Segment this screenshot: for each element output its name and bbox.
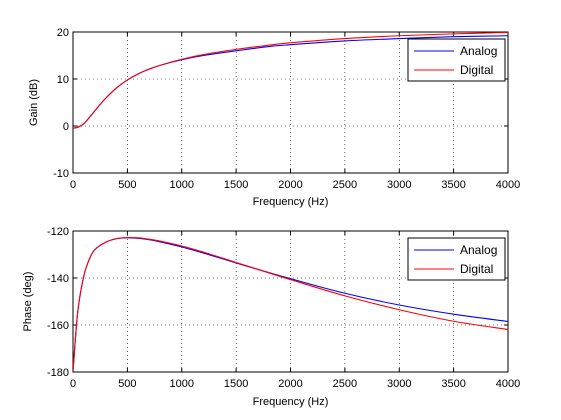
x-tick-label: 2500 [333,378,357,390]
legend: Analog Digital [407,237,506,281]
y-tick-label: -180 [47,367,69,379]
x-tick-label: 3500 [441,378,465,390]
x-tick-label: 2000 [278,179,302,191]
chart-panel-2: 0 500 1000 1500 2000 2500 3000 3500 4000 -180 -160… [22,226,520,408]
legend-box [407,237,506,281]
legend-label-digital: Digital [460,262,493,276]
y-tick-label: 10 [57,74,69,86]
x-tick-label: 3000 [387,378,411,390]
legend-label-analog: Analog [460,243,497,257]
x-tick-label: 500 [118,378,136,390]
x-tick-label: 3500 [441,179,465,191]
x-tick-label: 2000 [278,378,302,390]
x-tick-label: 4000 [496,378,520,390]
y-tick-label: -140 [47,273,69,285]
x-tick-label: 3000 [387,179,411,191]
legend-label-digital: Digital [460,63,493,77]
legend: Analog Digital [407,38,506,82]
y-tick-label: -160 [47,320,69,332]
y-tick-label: 20 [57,27,69,39]
y-tick-label: 0 [63,121,69,133]
x-tick-label: 1500 [224,378,248,390]
y-axis-label: Phase (deg) [22,272,34,332]
series-line-digital [73,32,508,129]
x-tick-label: 500 [118,179,136,191]
chart-panel-1: 0 500 1000 1500 2000 2500 3000 3500 4000-1001020… [28,27,520,208]
series-line-digital [73,236,508,372]
x-tick-label: 1000 [170,378,194,390]
x-tick-label: 1000 [170,179,194,191]
y-tick-label: -120 [47,226,69,238]
x-tick-label: 2500 [333,179,357,191]
y-axis-label: Gain (dB) [28,79,40,126]
x-axis-label: Frequency (Hz) [253,396,329,408]
x-axis-label: Frequency (Hz) [253,196,329,208]
x-tick-label: 0 [70,179,76,191]
legend-label-analog: Analog [460,44,497,58]
x-tick-label: 4000 [496,179,520,191]
legend-box [407,38,506,82]
y-tick-label: -10 [53,168,69,180]
x-tick-label: 1500 [224,179,248,191]
x-tick-label: 0 [70,378,76,390]
